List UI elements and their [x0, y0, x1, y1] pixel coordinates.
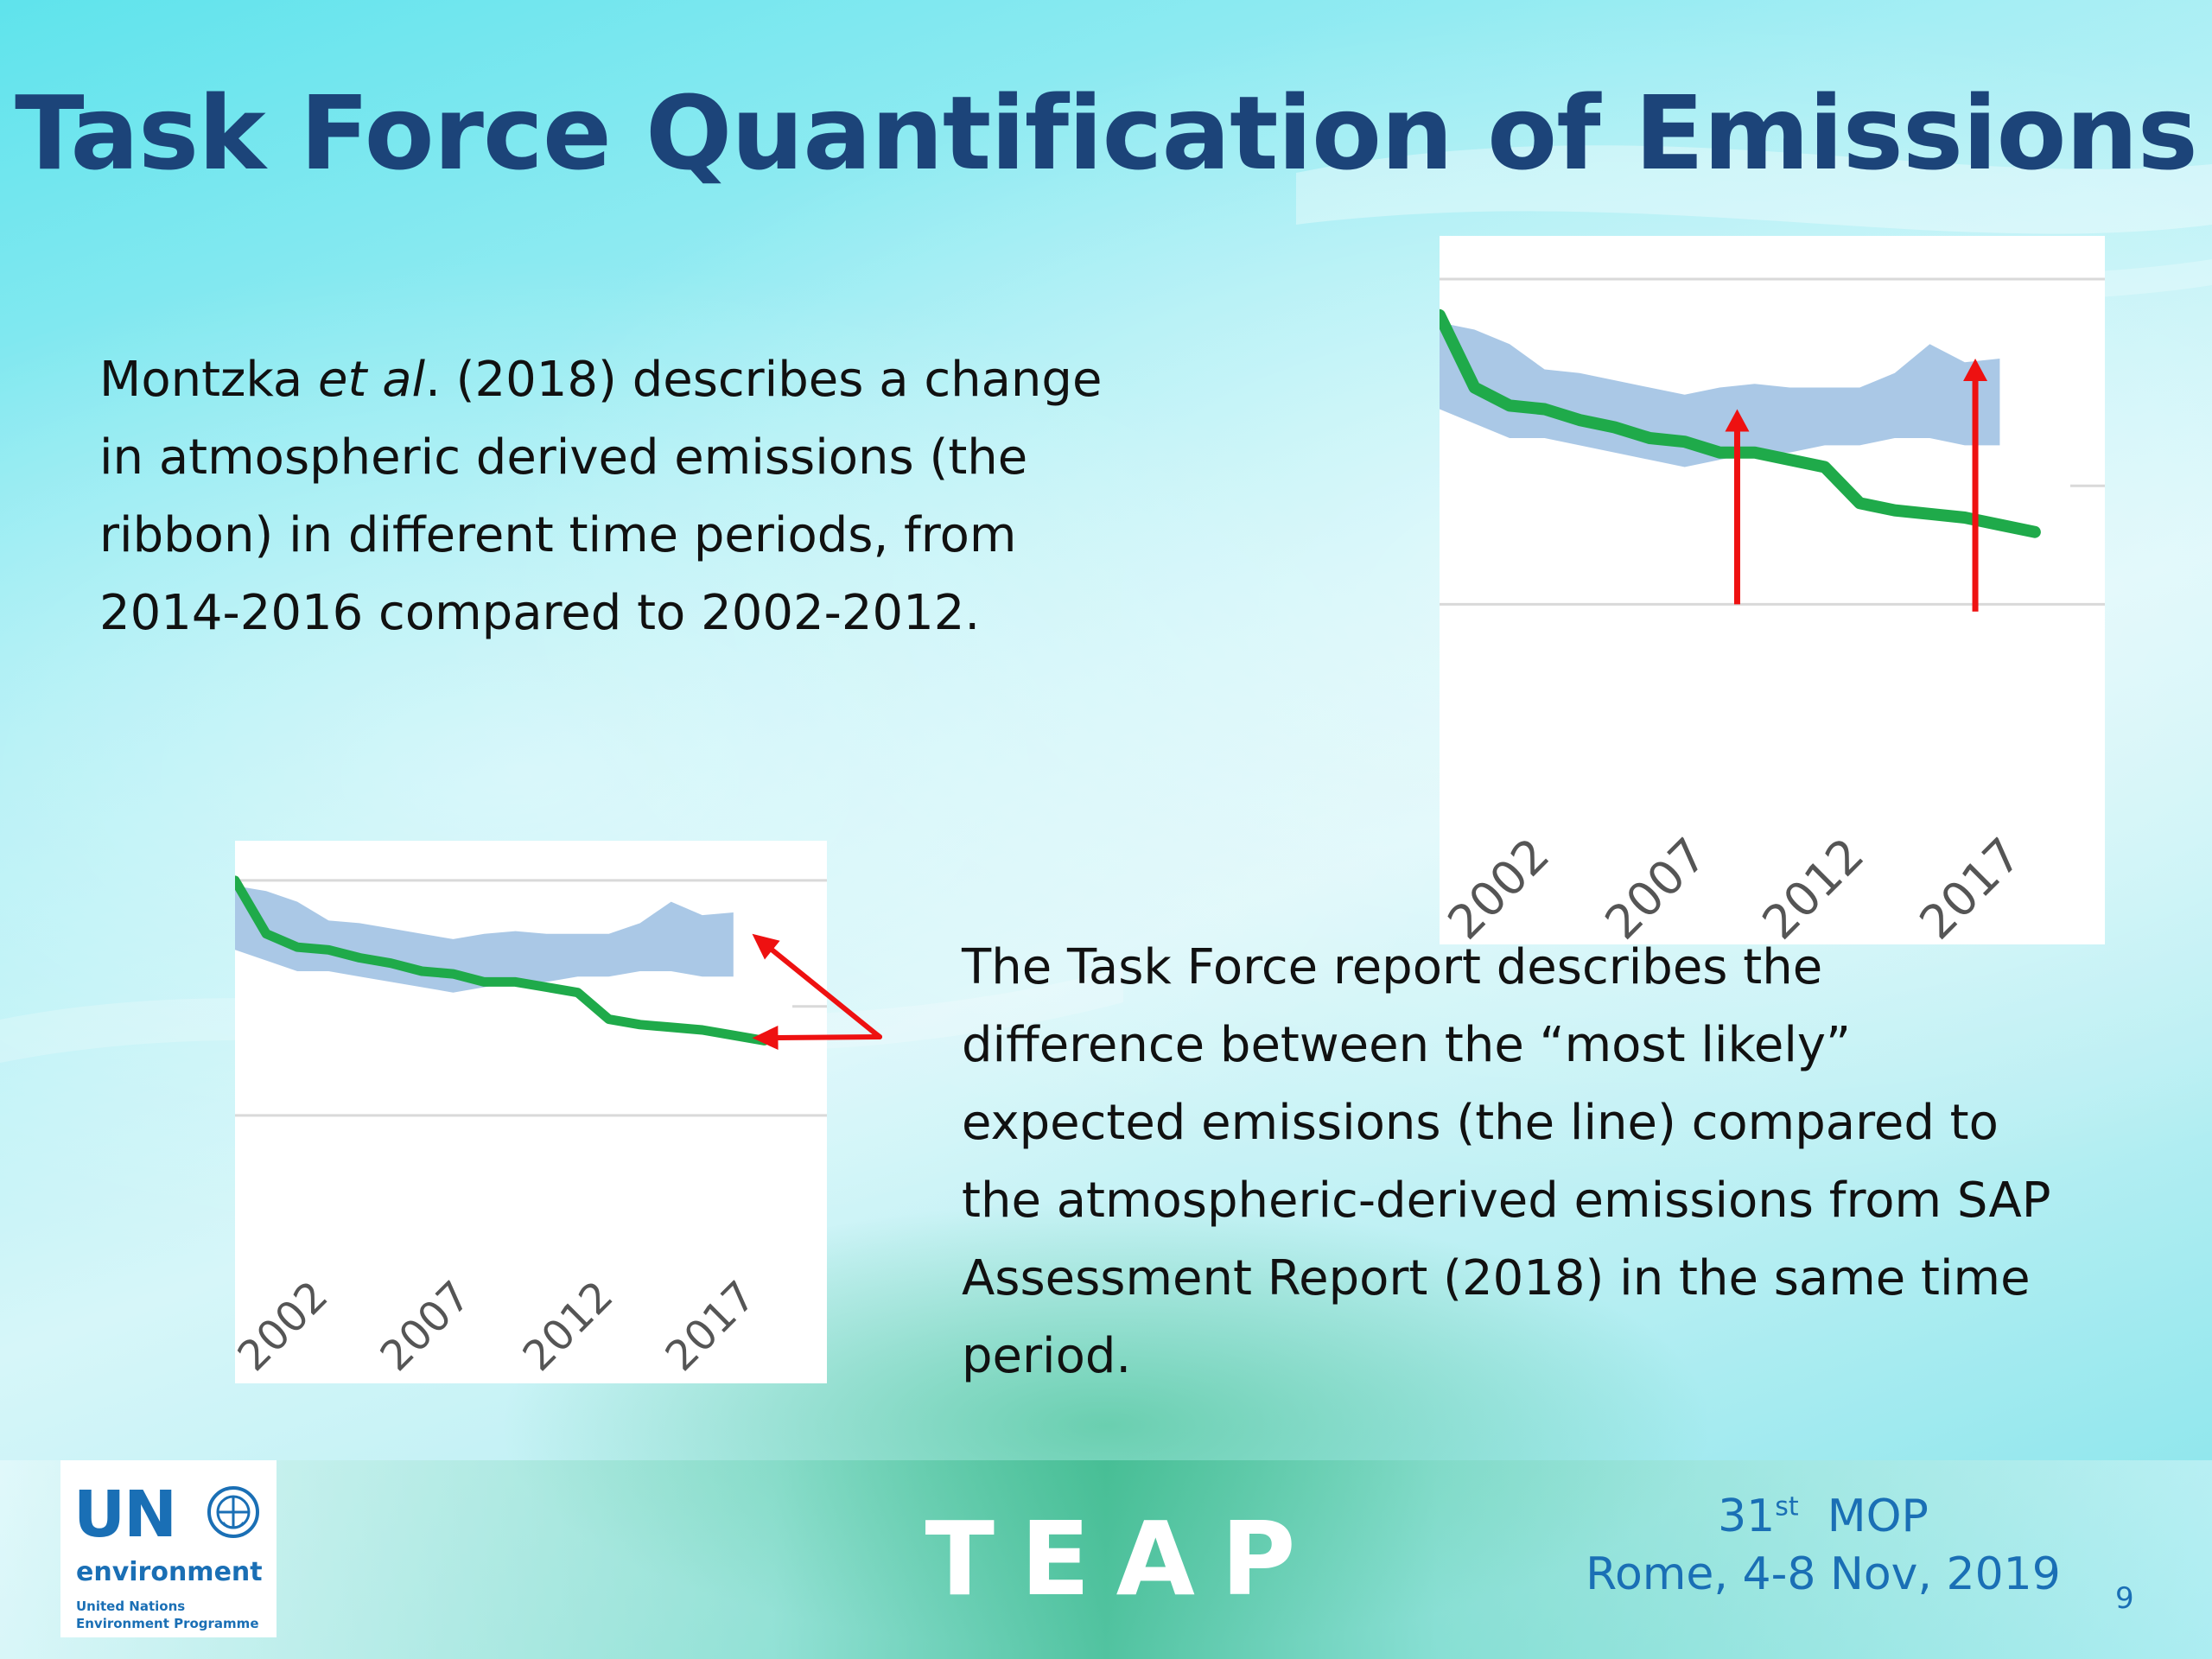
un-environment-logo: UN environment United Nations Environmen…: [60, 1460, 276, 1637]
mop-number: 31: [1718, 1491, 1776, 1542]
callout-arrow: [752, 933, 882, 1039]
paragraph-task-force: The Task Force report describes the diffe…: [962, 929, 2171, 1395]
mop-meeting: 31st MOP: [1573, 1491, 2074, 1542]
paragraph-montzka-line-3: ribbon) in different time periods, from: [99, 507, 1017, 563]
callout-arrow: [752, 1026, 882, 1051]
chart-bottom: 2002 2007 2012 2017: [229, 841, 827, 1383]
meeting-location-date: Rome, 4-8 Nov, 2019: [1586, 1548, 2061, 1600]
chart-top-ribbon: [1440, 322, 2000, 467]
chart-top-red-arrow: [1963, 359, 1988, 612]
teap-label: TEAP: [925, 1499, 1322, 1618]
mop-label: MOP: [1827, 1491, 1929, 1542]
chart-top-svg: 2002 2007 2012 2017: [1433, 277, 2105, 950]
chart-bottom-ribbon: [235, 886, 734, 993]
paragraph-montzka: Montzka et al. (2018) describes a change…: [99, 341, 1223, 652]
chart-bottom-svg: 2002 2007 2012 2017: [229, 875, 827, 1381]
chart-top: 2002 2007 2012 2017: [1433, 236, 2105, 950]
paragraph-montzka-line-2: in atmospheric derived emissions (the: [99, 429, 1028, 486]
page-number: 9: [2115, 1581, 2134, 1616]
paragraph-task-force-line-3: expected emissions (the line) compared t…: [962, 1095, 1999, 1151]
environment-wordmark: environment: [76, 1557, 263, 1587]
paragraph-montzka-line-4: 2014-2016 compared to 2002-2012.: [99, 585, 981, 641]
chart-top-red-arrow: [1725, 409, 1750, 605]
paragraph-montzka-line-1: Montzka et al. (2018) describes a change: [99, 352, 1103, 408]
org-line-1: United Nations: [76, 1599, 186, 1614]
org-line-2: Environment Programme: [76, 1616, 259, 1631]
chart-bottom-line: [230, 875, 770, 1046]
paragraph-task-force-line-4: the atmospheric-derived emissions from S…: [962, 1173, 2051, 1229]
slide-title: Task Force Quantification of Emissions: [15, 73, 2198, 193]
paragraph-task-force-line-6: period.: [962, 1328, 1132, 1384]
un-emblem-icon: [207, 1486, 259, 1538]
paragraph-task-force-line-5: Assessment Report (2018) in the same tim…: [962, 1250, 2031, 1306]
paragraph-task-force-line-2: difference between the “most likely”: [962, 1017, 1852, 1073]
footer-band: [0, 1460, 2212, 1659]
paragraph-task-force-line-1: The Task Force report describes the: [962, 939, 1823, 995]
un-wordmark: UN: [73, 1478, 177, 1552]
mop-ordinal: st: [1775, 1491, 1799, 1522]
